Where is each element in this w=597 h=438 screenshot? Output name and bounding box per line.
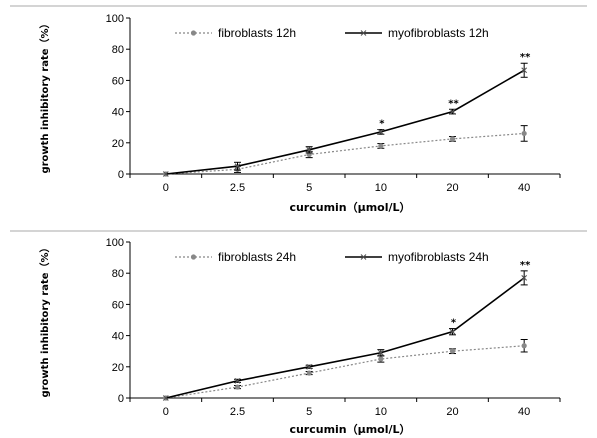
series-line (165, 345, 525, 399)
x-tick-label: 0 (163, 406, 169, 418)
legend-entry: myofibroblasts 12h (345, 26, 489, 40)
y-tick-label: 100 (106, 13, 124, 25)
x-tick-label: 20 (446, 182, 458, 194)
series-line (165, 277, 525, 399)
data-point (306, 363, 313, 370)
x-tick-label: 40 (518, 182, 530, 194)
data-point (521, 343, 527, 349)
data-point (521, 274, 528, 281)
legend-marker (190, 254, 197, 260)
data-point (377, 349, 384, 356)
data-point (449, 348, 456, 354)
y-tick-label: 40 (112, 331, 124, 343)
significance-marker: * (451, 318, 457, 329)
legend-label: fibroblasts 24h (218, 250, 296, 264)
x-tick-label: 0 (163, 182, 169, 194)
x-axis-title: curcumin（μmol/L） (289, 423, 410, 436)
y-tick-label: 0 (118, 393, 124, 405)
significance-marker: * (379, 119, 385, 130)
legend-marker (360, 254, 367, 260)
y-tick-label: 0 (118, 169, 124, 181)
data-point (306, 370, 312, 376)
significance-marker: ** (520, 260, 531, 271)
x-tick-label: 10 (375, 406, 387, 418)
chart-panel-2: 0 20 40 60 80 100 0 2.5 5 10 20 40 curcumin（μmol/L） g… (10, 230, 587, 436)
data-point (162, 171, 169, 177)
legend-entry: fibroblasts 12h (175, 26, 296, 40)
data-point (234, 163, 241, 170)
y-axis-title: growth inhibitory rate（%） (38, 242, 51, 397)
x-axis-title: curcumin（μmol/L） (289, 201, 410, 214)
data-point (378, 143, 384, 149)
y-tick-label: 80 (112, 268, 124, 280)
y-tick-label: 20 (112, 362, 124, 374)
legend-label: myofibroblasts 12h (388, 26, 489, 40)
significance-marker: ** (520, 52, 531, 63)
chart-panel-1: 0 20 40 60 80 100 0 2.5 5 10 20 40 curcumin（μmol/L） g… (10, 5, 587, 214)
y-tick-label: 60 (112, 299, 124, 311)
legend-entry: myofibroblasts 24h (345, 250, 489, 264)
x-tick-label: 2.5 (230, 406, 245, 418)
data-point (521, 130, 527, 137)
y-tick-label: 20 (112, 138, 124, 150)
data-point (378, 356, 384, 362)
data-point (234, 384, 241, 390)
y-tick-label: 100 (106, 237, 124, 249)
data-point (521, 67, 528, 74)
series-myofibroblasts (162, 62, 528, 177)
x-tick-label: 5 (306, 406, 312, 418)
legend-label: myofibroblasts 24h (388, 250, 489, 264)
x-tick-label: 2.5 (230, 182, 245, 194)
x-tick-label: 10 (375, 182, 387, 194)
data-point (449, 328, 456, 335)
y-tick-label: 60 (112, 75, 124, 87)
data-point (449, 108, 456, 115)
data-point (306, 146, 313, 153)
legend-label: fibroblasts 12h (218, 26, 296, 40)
legend-entry: fibroblasts 24h (175, 250, 296, 264)
series-myofibroblasts (162, 270, 528, 401)
series-line (165, 69, 525, 175)
x-tick-label: 40 (518, 406, 530, 418)
x-tick-label: 5 (306, 182, 312, 194)
data-point (162, 395, 169, 401)
data-point (377, 128, 384, 135)
y-tick-label: 80 (112, 44, 124, 56)
data-point (449, 136, 456, 142)
y-axis-title: growth inhibitory rate（%） (38, 18, 51, 173)
x-tick-label: 20 (446, 406, 458, 418)
series-line (165, 132, 525, 175)
legend-marker (190, 30, 197, 36)
series-fibroblasts (163, 339, 528, 401)
y-tick-label: 40 (112, 107, 124, 119)
significance-marker: ** (448, 98, 459, 109)
data-point (234, 377, 241, 384)
legend-marker (360, 30, 367, 36)
